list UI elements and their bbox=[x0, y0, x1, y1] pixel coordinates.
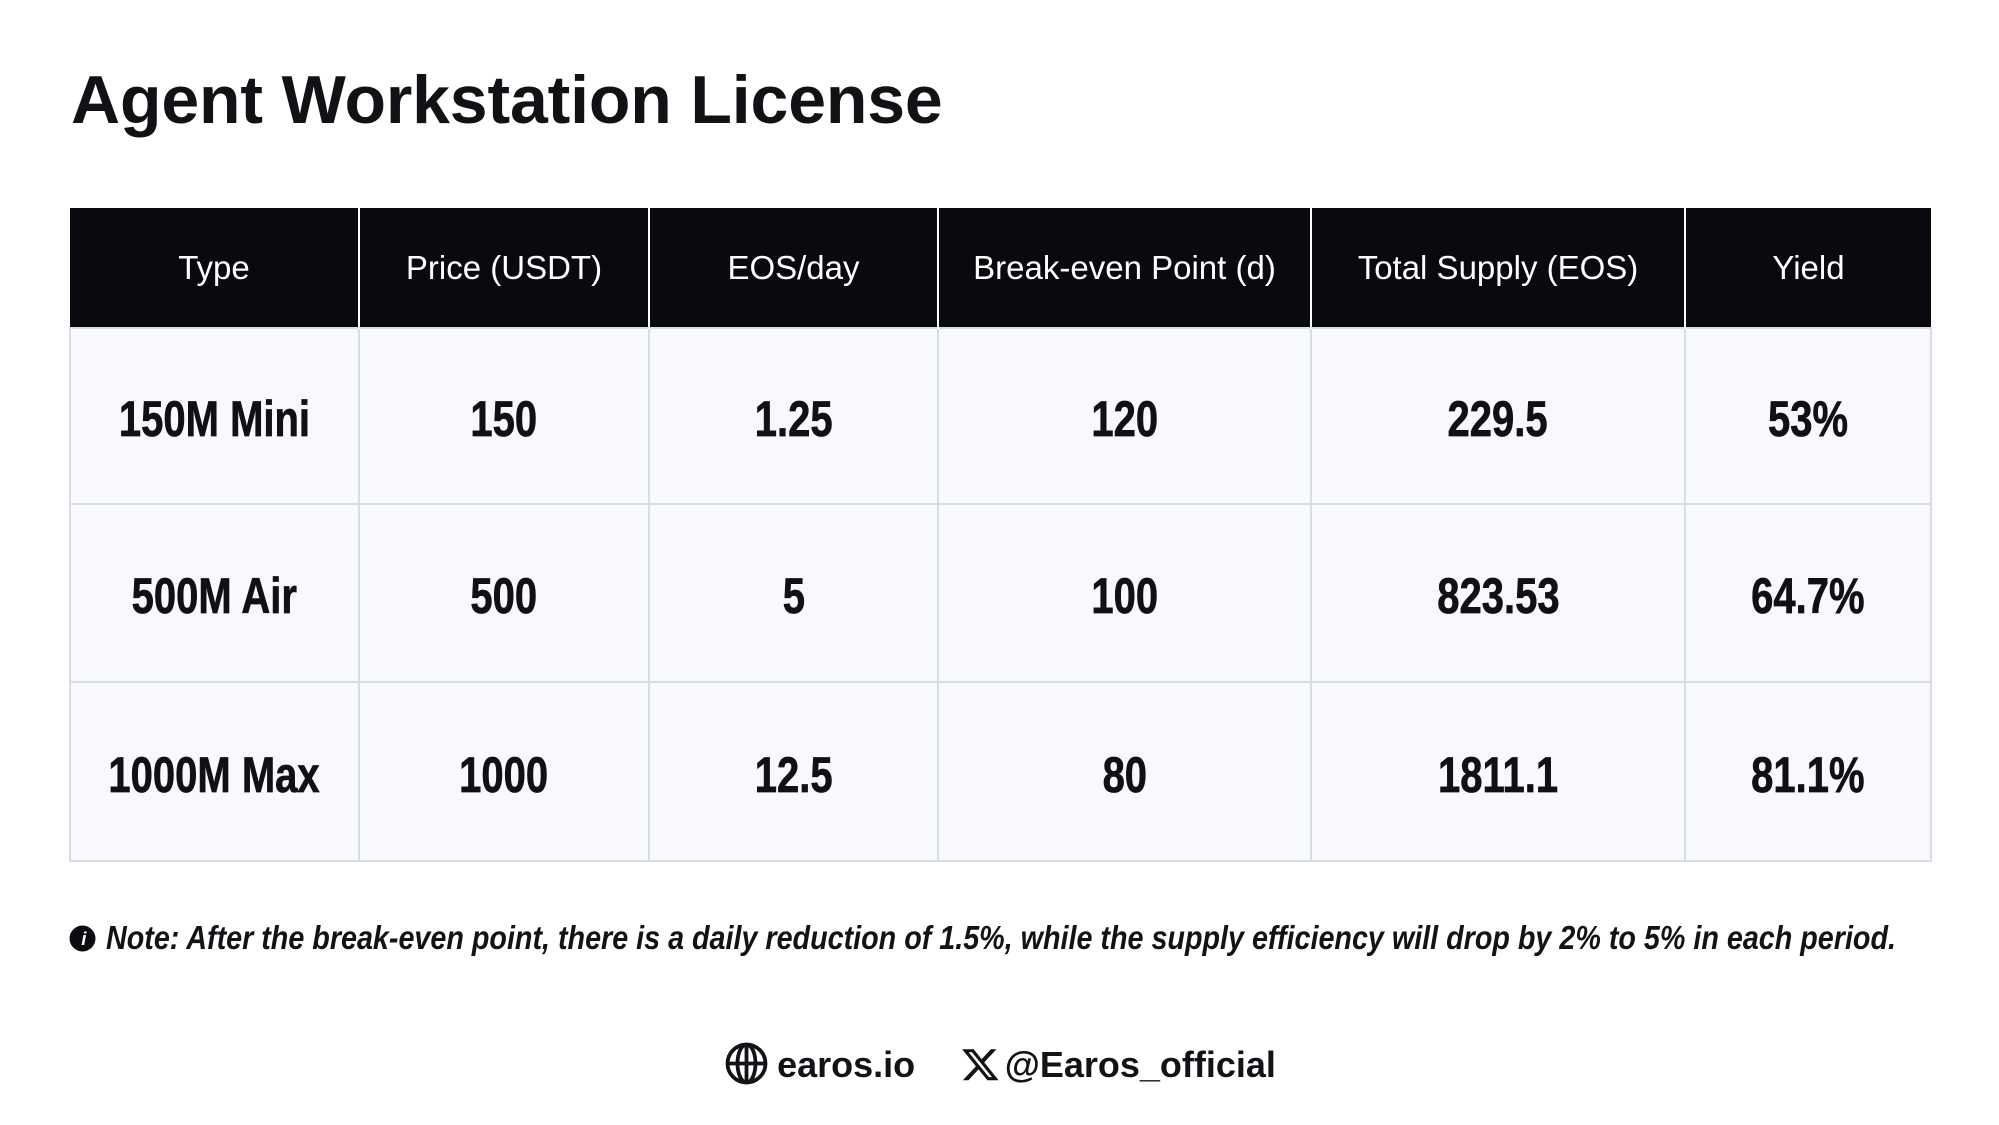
svg-text:i: i bbox=[81, 928, 87, 949]
